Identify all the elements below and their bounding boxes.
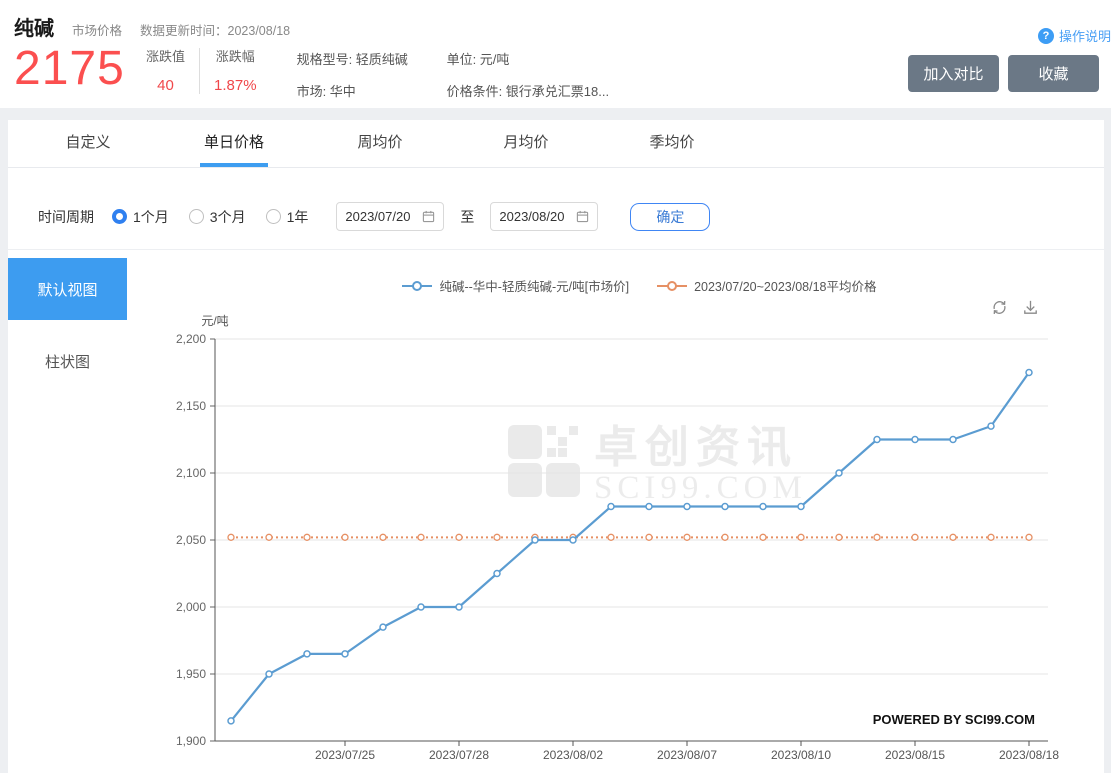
radio-1-year[interactable]: 1年 [265,207,309,227]
current-price: 2175 [14,42,125,95]
tab-monthly-avg[interactable]: 月均价 [503,134,549,151]
radio-1-month[interactable]: 1个月 [112,207,169,227]
commodity-title: 纯碱 [14,18,54,40]
price-header: 纯碱 市场价格 数据更新时间：2023/08/18 2175 涨跌值 40 涨跌… [0,0,1111,108]
chart-legend: 纯碱--华中-轻质纯碱-元/吨[市场价] 2023/07/20~2023/08/… [175,276,1104,295]
change-value: 40 [157,77,174,94]
refresh-icon[interactable] [990,298,1009,317]
help-icon[interactable]: ? [1037,27,1054,44]
radio-button-icon[interactable] [112,209,127,224]
svg-text:元/吨: 元/吨 [201,314,228,328]
tab-bar: 自定义 单日价格 周均价 月均价 季均价 [8,120,1104,168]
legend-item-price-series[interactable]: 纯碱--华中-轻质纯碱-元/吨[市场价] [402,276,629,295]
start-date-value: 2023/07/20 [345,209,411,224]
attributes-grid: 规格型号: 轻质纯碱 单位: 元/吨 市场: 华中 价格条件: 银行承兑汇票18… [297,49,610,100]
sidebar-item-default-view[interactable]: 默认视图 [8,258,127,320]
svg-text:2,000: 2,000 [176,600,206,614]
radio-3-month-label: 3个月 [209,208,246,225]
favorite-button[interactable]: 收藏 [1008,55,1099,92]
unit-attr: 单位: 元/吨 [446,52,510,67]
calendar-icon [423,210,435,223]
radio-3-month[interactable]: 3个月 [188,207,246,227]
svg-text:1,950: 1,950 [176,667,206,681]
calendar-icon [577,210,589,223]
chart-area: 纯碱--华中-轻质纯碱-元/吨[市场价] 2023/07/20~2023/08/… [175,250,1104,773]
download-icon[interactable] [1021,298,1040,317]
legend-item-average-series[interactable]: 2023/07/20~2023/08/18平均价格 [657,276,877,295]
change-value-block: 涨跌值 40 [132,46,199,94]
price-chart-svg[interactable]: 1,900 1,950 2,000 2,050 2,100 2,150 2,200 2023/… [175,300,1104,773]
market-price-label: 市场价格 [72,24,123,38]
update-time: 数据更新时间：2023/08/18 [140,20,290,39]
svg-text:2,100: 2,100 [176,466,206,480]
svg-text:2023/08/15: 2023/08/15 [885,748,945,762]
sidebar-item-bar-chart[interactable]: 柱状图 [44,353,90,371]
update-time-label: 数据更新时间： [140,24,228,38]
svg-text:2,050: 2,050 [176,533,206,547]
update-time-value: 2023/08/18 [227,24,291,38]
market-attr: 市场: 华中 [296,84,356,99]
main-panel: 自定义 单日价格 周均价 月均价 季均价 时间周期 1个月 3个月 1年 202… [8,120,1104,773]
filter-bar: 时间周期 1个月 3个月 1年 2023/07/20 至 2023/08/20 … [8,168,1104,250]
svg-text:POWERED BY SCI99.COM: POWERED BY SCI99.COM [873,712,1035,727]
line-marker-icon [657,280,688,291]
change-pct-value: 1.87% [214,77,257,94]
svg-text:2023/08/07: 2023/08/07 [657,748,717,762]
add-compare-button[interactable]: 加入对比 [908,55,999,92]
svg-text:2023/07/28: 2023/07/28 [429,748,489,762]
tab-daily-price[interactable]: 单日价格 [169,120,299,167]
radio-button-icon[interactable] [188,209,204,224]
end-date-value: 2023/08/20 [499,209,565,224]
spec-attr: 规格型号: 轻质纯碱 [296,52,408,67]
radio-1-month-label: 1个月 [133,208,169,225]
start-date-input[interactable]: 2023/07/20 [336,202,445,231]
change-value-label: 涨跌值 [146,49,186,64]
divider [199,48,201,94]
confirm-button[interactable]: 确定 [630,202,711,231]
tab-custom[interactable]: 自定义 [65,134,111,151]
legend-label: 纯碱--华中-轻质纯碱-元/吨[市场价] [439,280,630,294]
tab-quarterly-avg[interactable]: 季均价 [649,134,695,151]
svg-text:2023/08/02: 2023/08/02 [543,748,603,762]
to-label: 至 [460,208,475,225]
condition-attr: 价格条件: 银行承兑汇票18... [446,84,610,99]
svg-text:2,200: 2,200 [176,332,206,346]
svg-text:2023/08/18: 2023/08/18 [999,748,1059,762]
tab-weekly-avg[interactable]: 周均价 [357,134,403,151]
radio-button-icon[interactable] [265,209,281,224]
svg-text:1,900: 1,900 [176,734,206,748]
help-label: 操作说明 [1058,29,1111,44]
view-sidebar: 默认视图 柱状图 [8,250,175,773]
svg-text:2023/08/10: 2023/08/10 [771,748,831,762]
period-label: 时间周期 [38,208,94,225]
radio-1-year-label: 1年 [286,208,309,225]
help-link[interactable]: ? 操作说明 [1037,26,1111,45]
change-pct-block: 涨跌幅 1.87% [200,46,271,94]
svg-text:2023/07/25: 2023/07/25 [315,748,375,762]
line-marker-icon [402,280,433,291]
change-pct-label: 涨跌幅 [215,49,255,64]
legend-label: 2023/07/20~2023/08/18平均价格 [694,280,877,294]
svg-text:2,150: 2,150 [176,399,206,413]
end-date-input[interactable]: 2023/08/20 [490,202,599,231]
